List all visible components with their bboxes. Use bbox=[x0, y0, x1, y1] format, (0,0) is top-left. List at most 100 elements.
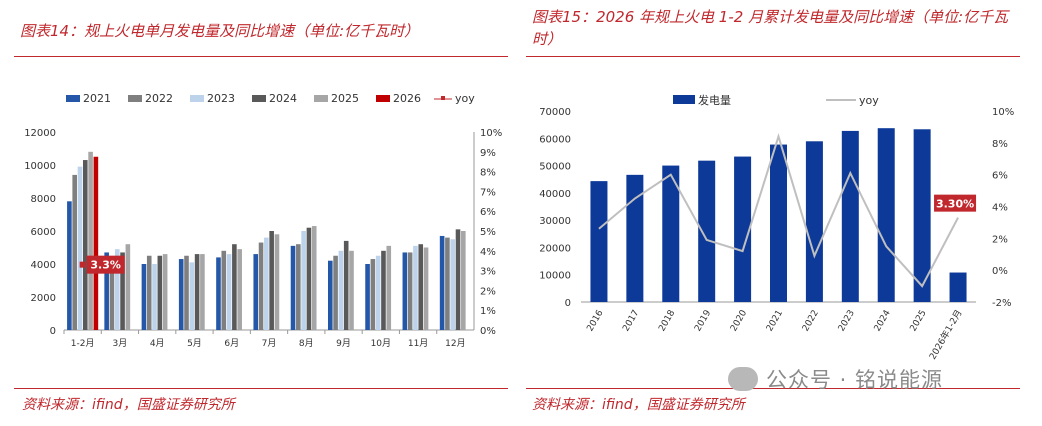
y2-tick-label: 5% bbox=[480, 227, 496, 238]
right-title-rule bbox=[526, 56, 1020, 57]
bar-发电量 bbox=[841, 130, 859, 302]
y-tick-label: 12000 bbox=[24, 128, 56, 139]
legend-swatch-2024 bbox=[252, 95, 266, 102]
bar-发电量 bbox=[698, 160, 716, 302]
bar-2021 bbox=[439, 235, 445, 330]
x-tick-label: 2019 bbox=[693, 308, 713, 333]
y2-tick-label: 6% bbox=[480, 207, 496, 218]
bar-2024 bbox=[82, 160, 88, 330]
y-tick-label: 8000 bbox=[31, 194, 56, 205]
legend-swatch-2021 bbox=[66, 95, 80, 102]
x-tick-label: 10月 bbox=[371, 338, 391, 349]
x-tick-label: 4月 bbox=[150, 338, 165, 349]
bar-2024 bbox=[381, 250, 386, 330]
x-tick-label: 2021 bbox=[765, 309, 785, 334]
legend-label-2023: 2023 bbox=[207, 92, 235, 105]
y2-tick-label: -2% bbox=[992, 298, 1011, 309]
bar-2022 bbox=[72, 174, 77, 330]
bar-2021 bbox=[365, 264, 370, 330]
y-tick-label: 70000 bbox=[539, 107, 571, 118]
y2-tick-label: 1% bbox=[480, 306, 496, 317]
bar-2025 bbox=[423, 247, 429, 330]
bar-发电量 bbox=[805, 141, 823, 302]
right-source-rule bbox=[526, 388, 1020, 389]
legend-label-2024: 2024 bbox=[269, 92, 297, 105]
bar-2021 bbox=[104, 252, 109, 330]
x-tick-label: 7月 bbox=[262, 338, 277, 349]
legend-label-yoy: yoy bbox=[455, 92, 475, 105]
legend-label-2025: 2025 bbox=[331, 92, 359, 105]
y2-tick-label: 2% bbox=[480, 286, 496, 297]
bar-发电量 bbox=[626, 174, 644, 302]
x-tick-label: 2017 bbox=[621, 309, 641, 334]
y-tick-label: 0 bbox=[565, 298, 571, 309]
bar-发电量 bbox=[770, 144, 787, 302]
bar-发电量 bbox=[734, 156, 752, 302]
y2-tick-label: 10% bbox=[992, 107, 1014, 118]
bar-2023 bbox=[413, 245, 418, 330]
bar-2025 bbox=[237, 249, 242, 330]
bar-发电量 bbox=[662, 165, 680, 302]
x-tick-label: 11月 bbox=[408, 338, 428, 349]
y-tick-label: 30000 bbox=[539, 216, 571, 227]
x-tick-label: 8月 bbox=[299, 338, 314, 349]
y2-tick-label: 0% bbox=[992, 266, 1008, 277]
x-tick-label: 2016 bbox=[585, 308, 605, 333]
x-tick-label: 2018 bbox=[657, 308, 677, 333]
bar-2022 bbox=[370, 259, 376, 330]
y2-tick-label: 6% bbox=[992, 171, 1008, 182]
bar-发电量 bbox=[949, 272, 967, 302]
legend-label-发电量: 发电量 bbox=[698, 93, 731, 107]
bar-2022 bbox=[296, 244, 301, 330]
watermark-text: 公众号 · 铭说能源 bbox=[766, 368, 944, 392]
y2-tick-label: 4% bbox=[992, 203, 1008, 214]
y-tick-label: 6000 bbox=[31, 227, 56, 238]
x-tick-label: 9月 bbox=[336, 338, 351, 349]
bar-发电量 bbox=[913, 129, 931, 302]
bar-2024 bbox=[343, 240, 349, 330]
bar-发电量 bbox=[590, 181, 608, 302]
bar-2025 bbox=[274, 234, 280, 330]
bar-发电量 bbox=[877, 128, 895, 302]
bar-2024 bbox=[157, 255, 163, 330]
left-source-rule bbox=[14, 388, 508, 389]
bar-2023 bbox=[338, 250, 344, 330]
yoy-annotation-box bbox=[86, 255, 125, 274]
bar-2025 bbox=[162, 254, 168, 330]
y2-tick-label: 8% bbox=[480, 168, 496, 179]
bar-2022 bbox=[146, 255, 152, 330]
bar-2025 bbox=[461, 231, 466, 330]
bar-2024 bbox=[306, 227, 312, 330]
yoy-annotation: 3.30% bbox=[936, 198, 974, 211]
x-tick-label: 2025 bbox=[909, 309, 929, 334]
y2-tick-label: 8% bbox=[992, 139, 1008, 150]
y-tick-label: 2000 bbox=[31, 293, 56, 304]
bar-2023 bbox=[152, 264, 157, 330]
bar-2022 bbox=[109, 257, 115, 330]
bar-2024 bbox=[120, 252, 125, 330]
legend-label-2022: 2022 bbox=[145, 92, 173, 105]
bar-2024 bbox=[455, 229, 461, 330]
yoy-annotation: 3.3% bbox=[90, 259, 121, 272]
y-tick-label: 10000 bbox=[539, 271, 571, 282]
bar-2025 bbox=[125, 244, 131, 330]
right-source: 资料来源：ifind，国盛证券研究所 bbox=[532, 397, 745, 413]
yoy-point bbox=[79, 261, 86, 268]
bar-2021 bbox=[327, 260, 333, 330]
y-tick-label: 60000 bbox=[539, 134, 571, 145]
y2-tick-label: 9% bbox=[480, 148, 496, 159]
bar-2025 bbox=[311, 226, 317, 330]
bar-2023 bbox=[375, 255, 381, 330]
x-tick-label: 2020 bbox=[729, 308, 749, 333]
y2-tick-label: 4% bbox=[480, 247, 496, 258]
legend-label-2026: 2026 bbox=[393, 92, 421, 105]
bar-2023 bbox=[450, 239, 456, 330]
y2-tick-label: 0% bbox=[480, 326, 496, 337]
bar-2022 bbox=[258, 242, 264, 330]
left-title-rule bbox=[14, 56, 508, 57]
y-tick-label: 0 bbox=[50, 326, 56, 337]
left-source: 资料来源：ifind，国盛证券研究所 bbox=[22, 397, 235, 413]
bar-2023 bbox=[226, 254, 232, 330]
bar-2021 bbox=[290, 245, 296, 330]
watermark: 公众号 · 铭说能源 bbox=[728, 364, 943, 394]
